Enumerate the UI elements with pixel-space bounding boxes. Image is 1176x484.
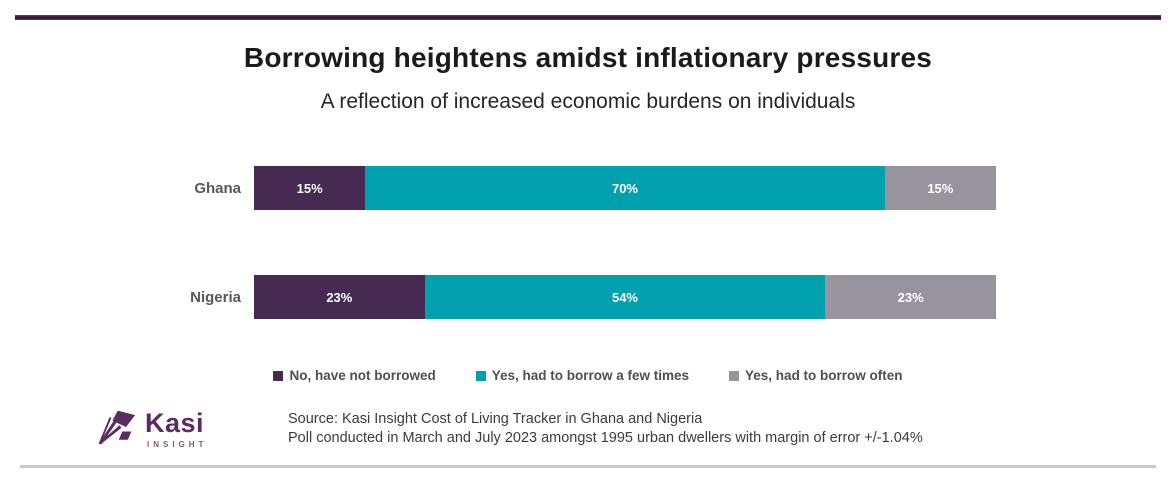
bottom-rule <box>20 465 1156 468</box>
bar-segment: 70% <box>365 166 885 210</box>
logo-wordmark: Kasi <box>145 408 205 438</box>
source-line-1: Source: Kasi Insight Cost of Living Trac… <box>288 411 703 427</box>
chart-row: Nigeria 23% 54% 23% <box>0 275 1176 319</box>
kasi-insight-logo: Kasi INSIGHT <box>96 408 207 449</box>
stacked-bar-chart: Ghana 15% 70% 15% Nigeria 23% 54% 23% <box>0 166 1176 384</box>
source-line-2: Poll conducted in March and July 2023 am… <box>288 430 923 446</box>
legend-item-no-borrow: No, have not borrowed <box>273 368 436 383</box>
category-label: Nigeria <box>190 288 241 306</box>
chart-row: Ghana 15% 70% 15% <box>0 166 1176 210</box>
category-label: Ghana <box>194 179 241 197</box>
logo-text-block: Kasi INSIGHT <box>145 408 208 450</box>
legend-swatch-teal <box>475 370 486 381</box>
logo-subtext: INSIGHT <box>147 440 208 449</box>
bar-segment: 23% <box>254 275 425 319</box>
bar-segment: 15% <box>884 166 996 210</box>
bar-segment: 54% <box>424 275 826 319</box>
bar-track: 23% 54% 23% <box>254 275 996 319</box>
legend-label: Yes, had to borrow a few times <box>491 368 690 383</box>
legend-item-borrow-often: Yes, had to borrow often <box>729 368 903 383</box>
bar-segment: 15% <box>254 166 366 210</box>
source-note: Source: Kasi Insight Cost of Living Trac… <box>288 410 923 448</box>
kasi-arrow-icon <box>98 410 136 445</box>
legend-swatch-gray <box>729 370 740 381</box>
chart-subtitle: A reflection of increased economic burde… <box>320 90 856 113</box>
top-accent-rule <box>15 15 1161 20</box>
bar-segment: 23% <box>825 275 996 319</box>
chart-title: Borrowing heightens amidst inflationary … <box>243 42 933 73</box>
legend-label: No, have not borrowed <box>289 368 436 383</box>
bar-track: 15% 70% 15% <box>254 166 996 210</box>
legend-item-borrow-few-times: Yes, had to borrow a few times <box>475 368 690 383</box>
legend-swatch-purple <box>273 370 284 381</box>
legend-label: Yes, had to borrow often <box>745 368 903 383</box>
chart-legend: No, have not borrowed Yes, had to borrow… <box>0 368 1176 383</box>
